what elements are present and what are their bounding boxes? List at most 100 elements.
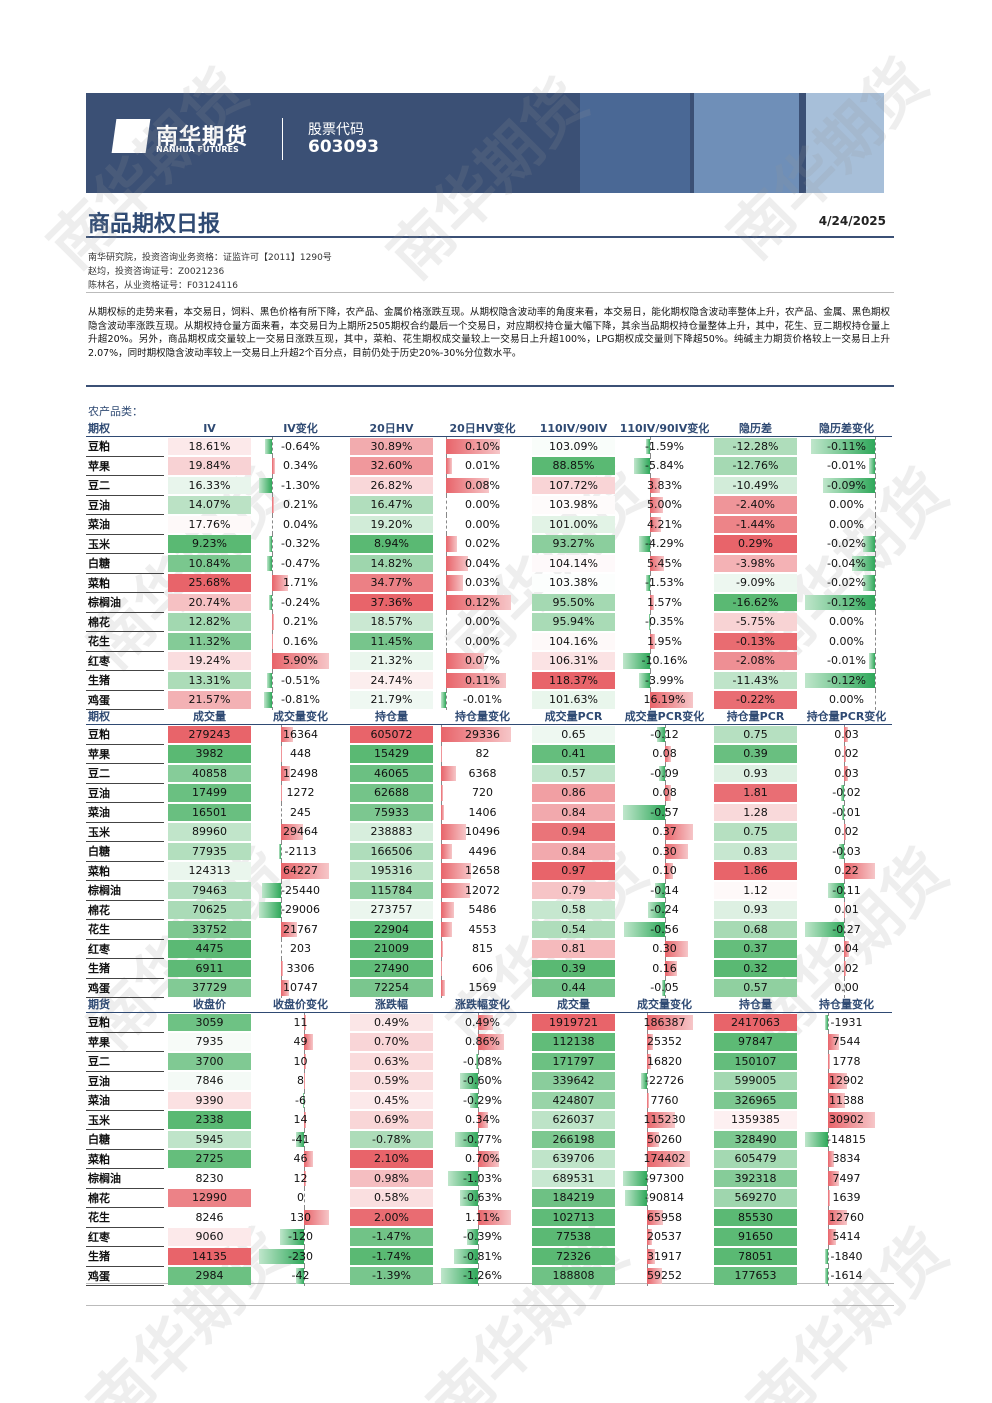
heat-cell [350, 881, 433, 899]
data-bar [843, 960, 847, 976]
table-cell: -0.47% [255, 553, 346, 573]
table-cell: 0.57 [710, 978, 801, 998]
data-bar [441, 1268, 479, 1284]
table-cell: 1272 [255, 783, 346, 803]
table-cell: 46065 [346, 764, 437, 784]
column-header: 持仓量PCR [710, 708, 801, 725]
table-row: 棉花 12990 0 0.58% -0.63% 184219 -90814 569270 163… [86, 1188, 892, 1208]
data-bar [641, 1073, 647, 1089]
data-bar [441, 882, 470, 898]
data-bar [446, 536, 458, 552]
table-cell: 115784 [346, 881, 437, 901]
table-cell: 26.82% [346, 476, 437, 496]
table-cell: 16.33% [164, 476, 255, 496]
heat-cell [168, 1228, 251, 1246]
row-label: 棕榈油 [86, 592, 164, 613]
table-cell: -0.01 [801, 802, 892, 822]
table-cell: 195316 [346, 861, 437, 881]
cell-text: 0.00% [829, 517, 864, 531]
table-cell: 0.30 [619, 841, 710, 861]
cell-text: 12658 [465, 864, 500, 878]
heat-cell [350, 959, 433, 977]
table-cell: 9060 [164, 1227, 255, 1247]
table-cell: 0.97 [528, 861, 619, 881]
cell-text: 0.39 [561, 961, 586, 975]
row-label: 白糖 [86, 553, 164, 574]
cell-text: 0.03 [834, 766, 859, 780]
cell-text: 生猪 [88, 674, 110, 688]
cell-text: 菜油 [88, 1094, 110, 1108]
data-bar [280, 960, 284, 976]
bar-axis [446, 690, 448, 710]
heat-cell [350, 842, 433, 860]
cell-text: 12 [293, 1171, 308, 1185]
cell-text: -0.13% [736, 634, 775, 648]
table-cell: 5486 [437, 900, 528, 920]
data-bar [810, 439, 875, 454]
data-bar [459, 1190, 479, 1206]
table-cell: 11.32% [164, 632, 255, 652]
data-bar [869, 653, 875, 669]
data-bar [446, 458, 452, 474]
meta-line: 南华研究院，投资咨询业务资格：证监许可【2011】1290号 [88, 253, 332, 263]
table-cell: 0.70% [346, 1032, 437, 1052]
table-cell: 569270 [710, 1188, 801, 1208]
heat-cell [714, 1228, 797, 1246]
table-row: 苹果 7935 49 0.70% 0.86% 112138 25352 97847 7544 [86, 1032, 892, 1052]
cell-text: 3306 [286, 961, 315, 975]
data-bar [649, 614, 650, 630]
table-cell: 0.02 [801, 958, 892, 978]
heat-cell [350, 457, 433, 475]
table-cell: -1.53% [619, 573, 710, 593]
cell-text: -0.05 [650, 981, 679, 995]
heat-cell [714, 920, 797, 938]
cell-text: 17499 [192, 786, 227, 800]
data-bar [259, 902, 281, 918]
table-cell: 37729 [164, 978, 255, 998]
heat-cell [532, 554, 615, 572]
heat-cell [168, 457, 251, 475]
heat-cell [714, 1052, 797, 1070]
heat-cell [714, 1091, 797, 1109]
cell-text: 12072 [465, 883, 500, 897]
heat-cell [714, 1267, 797, 1285]
table-cell: 1406 [437, 802, 528, 822]
data-bar [623, 921, 666, 937]
table-cell: 1.86 [710, 861, 801, 881]
table-cell: 150107 [710, 1052, 801, 1072]
data-bar [441, 727, 511, 742]
row-label: 红枣 [86, 1227, 164, 1247]
table-cell: 0.44 [528, 978, 619, 998]
table-cell: -0.22% [710, 690, 801, 710]
table-cell: 8230 [164, 1169, 255, 1189]
cell-text: 0.81 [561, 942, 586, 956]
cell-text: 玉米 [88, 537, 110, 551]
data-bar [280, 785, 282, 801]
table-cell: 0.84 [528, 842, 619, 862]
data-bar [658, 765, 666, 781]
heat-cell [168, 979, 251, 997]
cell-text: 29464 [283, 825, 318, 839]
cell-text: 103.38% [549, 576, 598, 590]
data-bar [303, 1073, 306, 1089]
heat-cell [350, 764, 433, 782]
data-bar [647, 1092, 649, 1108]
report-date: 4/24/2025 [818, 214, 886, 228]
cell-text: 0.00% [465, 498, 500, 512]
data-bar [649, 516, 662, 532]
heat-cell [168, 1014, 251, 1031]
heat-cell [714, 671, 797, 689]
table-cell: -4.29% [619, 534, 710, 554]
cell-text: 菜粕 [88, 576, 110, 590]
meta-line: 陈林名，从业资格证号：F03124116 [88, 281, 238, 291]
table-row: 花生 8246 130 2.00% 1.11% 102713 65958 85530 12760 [86, 1207, 892, 1228]
table-row: 棉花 70625 -29006 273757 5486 0.58 -0.24 0.93 0.01 [86, 900, 892, 920]
cell-text: 0.93 [743, 766, 768, 780]
data-bar [827, 1229, 836, 1245]
table-cell: 3982 [164, 744, 255, 764]
cell-text: 104.14% [549, 556, 598, 570]
heat-cell [168, 1169, 251, 1187]
cell-text: -12.28% [732, 440, 779, 453]
table-cell: 95.94% [528, 612, 619, 632]
